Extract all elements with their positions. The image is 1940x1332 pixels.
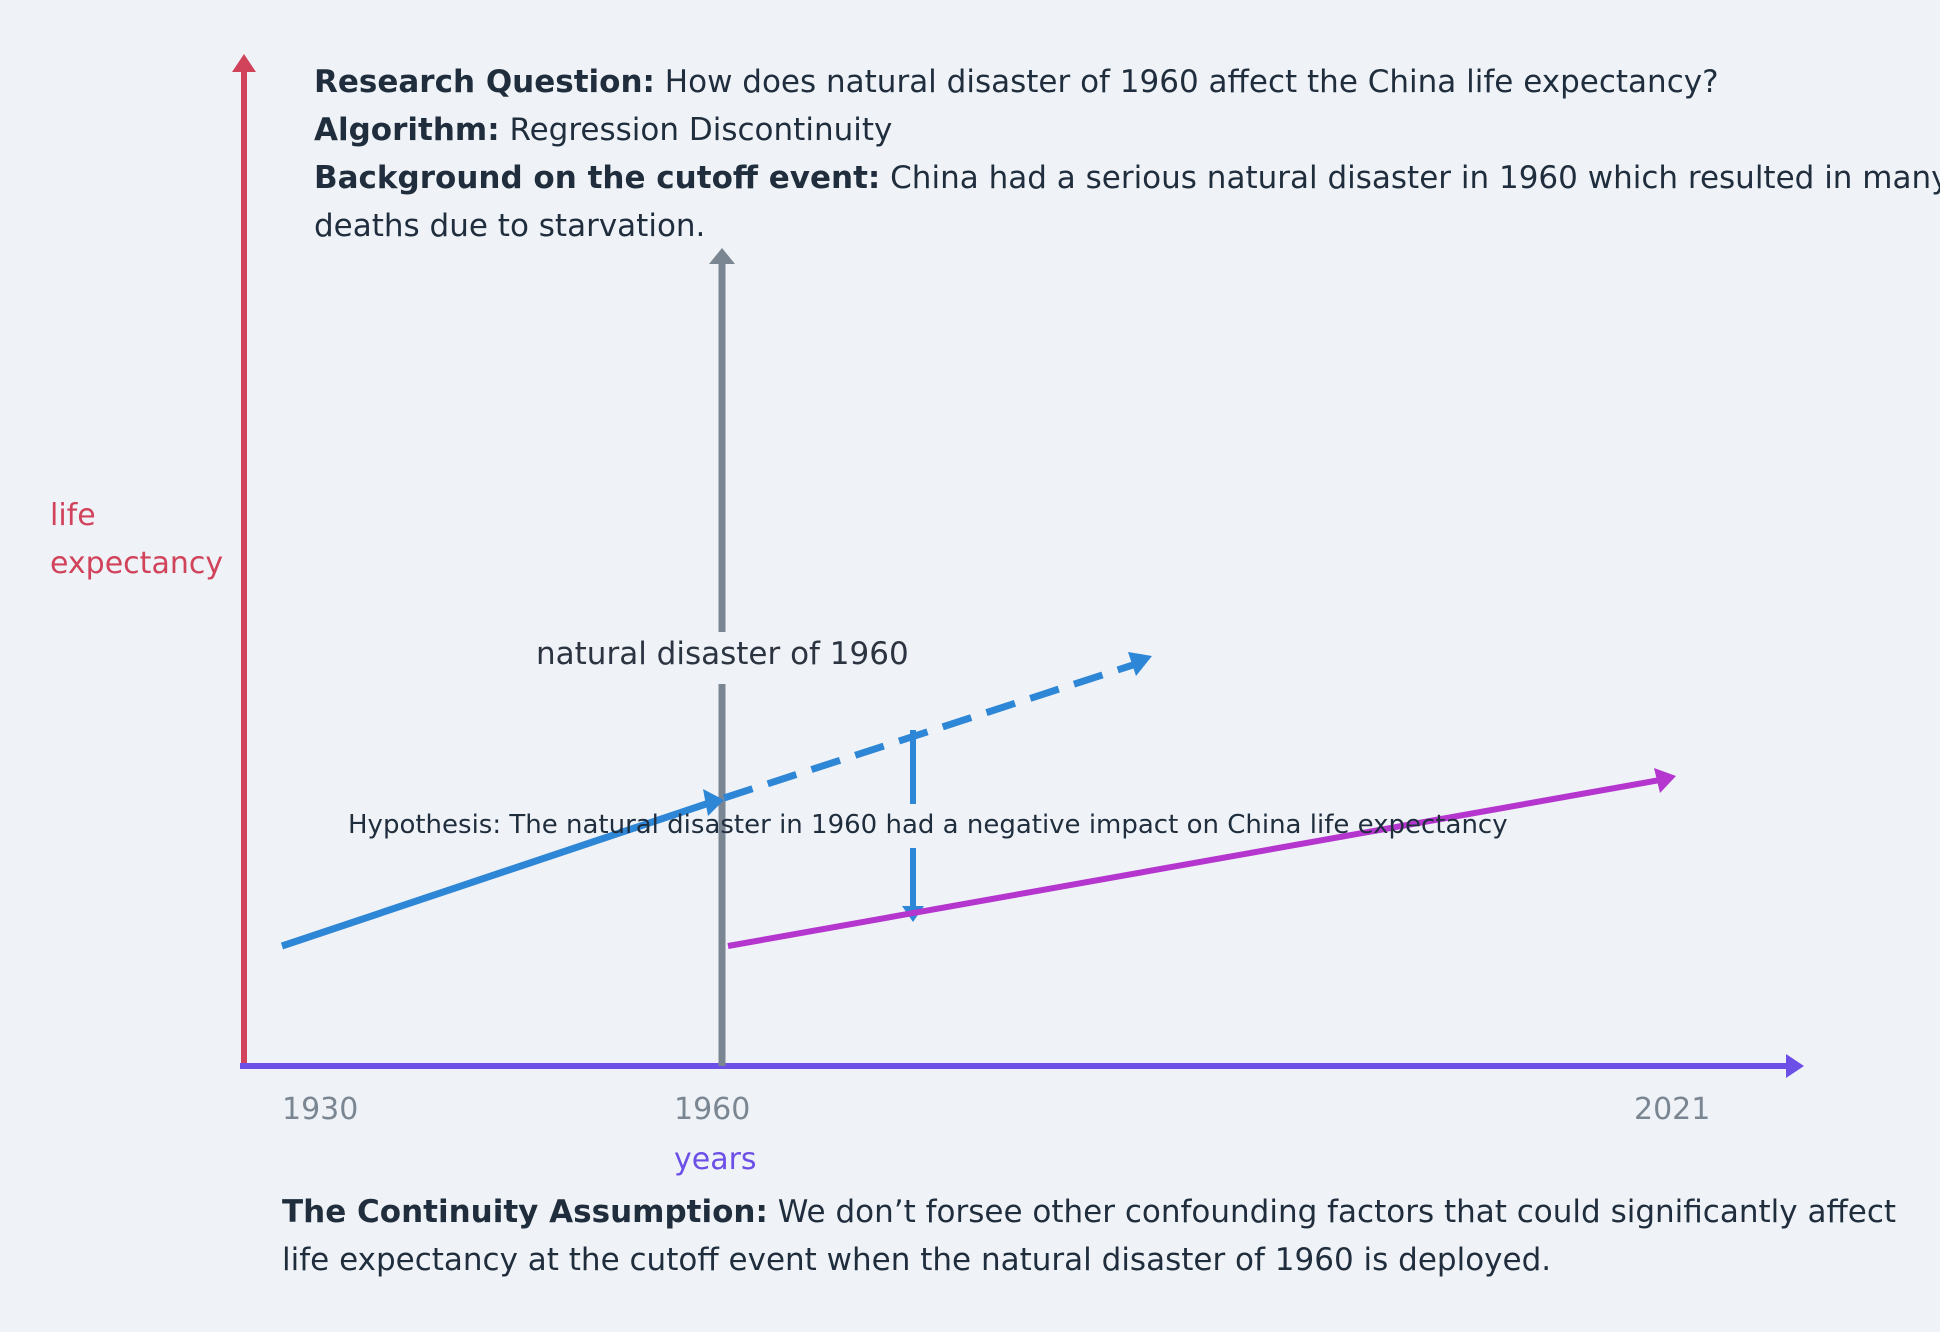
assumption-label: The Continuity Assumption: xyxy=(282,1194,768,1230)
research-question-line: Research Question: How does natural disa… xyxy=(314,58,1940,106)
research-question-text: How does natural disaster of 1960 affect… xyxy=(654,64,1719,100)
algorithm-line: Algorithm: Regression Discontinuity xyxy=(314,106,1940,154)
continuity-assumption-block: The Continuity Assumption: We don’t fors… xyxy=(282,1188,1896,1284)
assumption-line-2: life expectancy at the cutoff event when… xyxy=(282,1242,1552,1278)
background-label: Background on the cutoff event: xyxy=(314,160,881,196)
counterfactual-dashed-line xyxy=(722,660,1138,802)
y-axis-arrowhead xyxy=(232,54,256,72)
cutoff-event-label: natural disaster of 1960 xyxy=(536,636,909,672)
pre-trend-arrowhead xyxy=(703,789,724,816)
x-axis-label: years xyxy=(674,1142,757,1177)
y-axis-label-line-1: life xyxy=(50,498,96,533)
x-tick-1930: 1930 xyxy=(282,1092,359,1127)
background-text-1: China had a serious natural disaster in … xyxy=(880,160,1940,196)
post-trend-arrowhead xyxy=(1654,768,1676,793)
algorithm-label: Algorithm: xyxy=(314,112,500,148)
background-line-2: deaths due to starvation. xyxy=(314,208,706,244)
counterfactual-arrowhead xyxy=(1128,652,1152,676)
x-tick-1960: 1960 xyxy=(674,1092,751,1127)
assumption-text-1: We don’t forsee other confounding factor… xyxy=(767,1194,1897,1230)
research-question-label: Research Question: xyxy=(314,64,655,100)
x-tick-2021: 2021 xyxy=(1634,1092,1711,1127)
algorithm-text: Regression Discontinuity xyxy=(499,112,893,148)
background-line: Background on the cutoff event: China ha… xyxy=(314,154,1940,202)
y-axis-label-line-2: expectancy xyxy=(50,546,224,581)
pre-trend-line xyxy=(280,798,714,950)
post-trend-line xyxy=(727,777,1661,949)
hypothesis-label: Hypothesis: The natural disaster in 1960… xyxy=(348,810,1508,840)
x-axis-arrowhead xyxy=(1786,1054,1804,1078)
assumption-line-1: The Continuity Assumption: We don’t fors… xyxy=(282,1188,1896,1236)
y-axis-label: life expectancy xyxy=(50,492,223,588)
cutoff-arrowhead xyxy=(709,248,735,264)
header-block: Research Question: How does natural disa… xyxy=(314,58,1940,250)
